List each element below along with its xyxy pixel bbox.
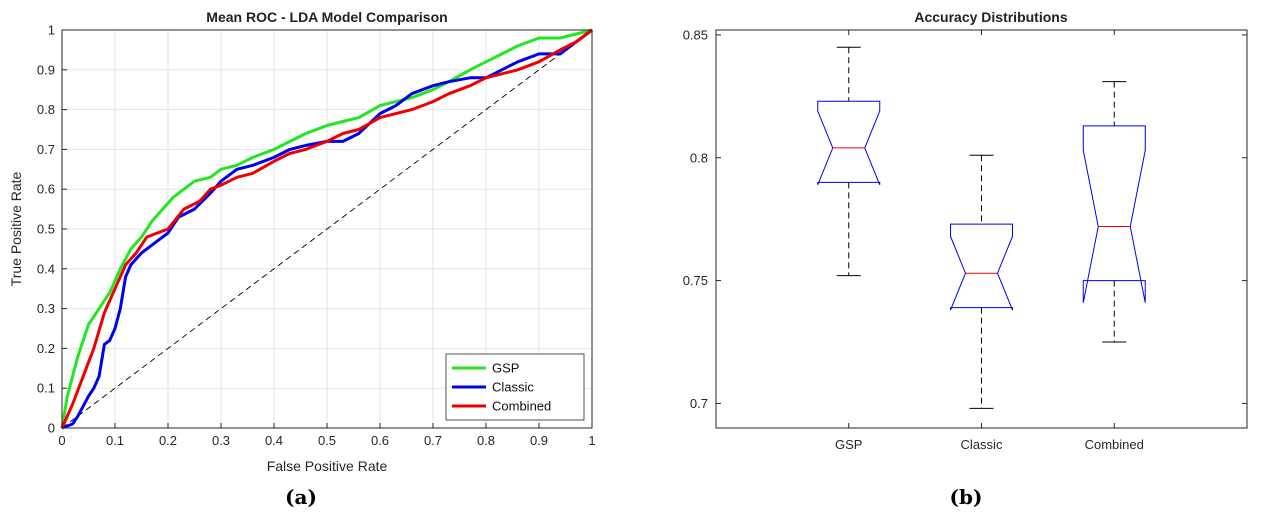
boxplot-x-tick-label: Classic (961, 437, 1003, 452)
boxplot-chart: Accuracy Distributions 0.7 0.75 0.8 0.85 GSP… (683, 9, 1248, 509)
roc-y-axis-label: True Positive Rate (8, 171, 24, 286)
roc-diagonal-reference (61, 29, 593, 429)
roc-x-tick-label: 0.2 (159, 433, 177, 448)
roc-x-tick-label: 0.3 (212, 433, 230, 448)
roc-y-tick-label: 0.3 (37, 301, 55, 316)
roc-x-tick-label: 1 (588, 433, 595, 448)
roc-legend: GSP Classic Combined (445, 353, 585, 421)
roc-series-line-gsp (60, 28, 593, 429)
panel-label-a: (a) (285, 485, 317, 509)
roc-y-tick-label: 0.8 (37, 102, 55, 117)
roc-x-tick-label: 0.9 (530, 433, 548, 448)
boxplot-x-tick-label: Combined (1085, 437, 1144, 452)
roc-x-tick-label: 0.4 (265, 433, 283, 448)
roc-y-tick-label: 0.7 (37, 142, 55, 157)
boxplot-y-tick-label: 0.75 (683, 273, 708, 288)
roc-series-line-combined (60, 28, 593, 429)
roc-legend-label-classic: Classic (492, 380, 534, 395)
roc-y-tick-label: 0 (48, 421, 55, 436)
roc-y-tick-label: 1 (48, 23, 55, 38)
roc-title: Mean ROC - LDA Model Comparison (206, 9, 447, 25)
roc-x-tick-label: 0.6 (371, 433, 389, 448)
boxplot-boxes (817, 46, 1146, 409)
roc-y-tick-label: 0.1 (37, 381, 55, 396)
boxplot-box-classic (950, 154, 1013, 409)
boxplot-title: Accuracy Distributions (914, 9, 1067, 25)
roc-legend-label-gsp: GSP (492, 361, 519, 376)
roc-y-tick-label: 0.2 (37, 341, 55, 356)
boxplot-notched-box (817, 100, 881, 185)
roc-x-tick-label: 0.5 (318, 433, 336, 448)
panel-label-b: (b) (950, 485, 983, 509)
roc-series-line-classic (61, 28, 593, 430)
roc-legend-label-combined: Combined (492, 399, 551, 414)
boxplot-box-combined (1082, 81, 1146, 343)
boxplot-y-tick-label: 0.8 (690, 150, 708, 165)
roc-x-tick-label: 0.8 (477, 433, 495, 448)
roc-y-tick-label: 0.4 (37, 261, 55, 276)
roc-y-tick-label: 0.9 (37, 62, 55, 77)
roc-x-axis-label: False Positive Rate (267, 458, 388, 474)
boxplot-box-gsp (817, 46, 881, 277)
roc-ticks: 0 0.1 0.2 0.3 0.4 0.5 0.6 0.7 0.8 0.9 1 0 0.1 0.2 0.3 0… (37, 23, 596, 449)
boxplot-y-tick-label: 0.85 (683, 27, 708, 42)
boxplot-y-tick-label: 0.7 (690, 396, 708, 411)
roc-x-tick-label: 0.7 (424, 433, 442, 448)
roc-series-lines (60, 28, 593, 430)
roc-y-tick-label: 0.6 (37, 182, 55, 197)
roc-x-tick-label: 0.1 (106, 433, 124, 448)
boxplot-x-tick-label: GSP (835, 437, 862, 452)
roc-x-tick-label: 0 (58, 433, 65, 448)
roc-chart: Mean ROC - LDA Model Comparison 0 0.1 0.2 0… (8, 9, 596, 509)
boxplot-ticks: 0.7 0.75 0.8 0.85 GSP Classic Combined (683, 27, 1247, 452)
roc-y-tick-label: 0.5 (37, 222, 55, 237)
boxplot-notched-box (950, 223, 1013, 311)
boxplot-notched-box (1082, 125, 1146, 303)
